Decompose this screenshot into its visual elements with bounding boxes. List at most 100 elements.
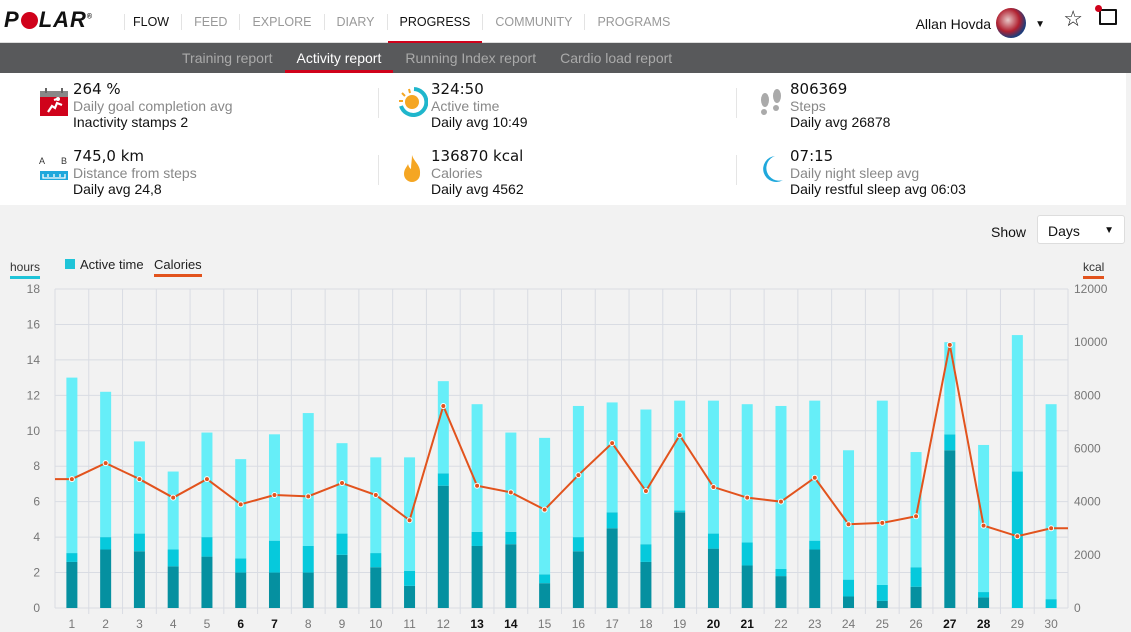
nav-programs[interactable]: PROGRAMS (584, 13, 682, 30)
x-tick-label: 29 (1011, 617, 1025, 631)
calories-line (55, 344, 1068, 538)
message-icon[interactable] (1095, 5, 1117, 25)
stat-steps: 806369 Steps Daily avg 26878 (755, 80, 1085, 136)
nav-diary[interactable]: DIARY (323, 13, 387, 30)
x-tick-label: 15 (538, 617, 552, 631)
tab-running-index-report[interactable]: Running Index report (405, 50, 537, 66)
calories-point (642, 488, 649, 495)
star-icon[interactable]: ☆ (1063, 6, 1083, 31)
x-tick-label: 7 (271, 617, 278, 631)
legend-calories[interactable]: Calories (154, 257, 202, 277)
bar-segment (437, 381, 449, 474)
y-tick-label-right: 12000 (1074, 282, 1108, 296)
bar-segment (978, 444, 990, 593)
calories-point (609, 440, 616, 447)
top-bar: P LAR® FLOW FEED EXPLORE DIARY PROGRESS C… (0, 0, 1131, 44)
x-tick-label: 20 (707, 617, 721, 631)
bar-segment (404, 457, 416, 571)
bar-segment (843, 579, 855, 597)
bar-segment (910, 452, 922, 568)
flame-icon (404, 155, 421, 182)
nav-feed[interactable]: FEED (181, 13, 239, 30)
calories-point (980, 522, 987, 529)
sub-nav: Training report Activity report Running … (0, 43, 1131, 73)
bar-segment (741, 542, 753, 566)
bar-segment (674, 512, 686, 608)
bar-segment (775, 576, 787, 608)
x-tick-label: 2 (102, 617, 109, 631)
nav-explore[interactable]: EXPLORE (239, 13, 323, 30)
moon-icon (763, 156, 783, 182)
bar-segment (910, 586, 922, 608)
bar-segment (133, 441, 145, 534)
bar-segment (370, 567, 382, 608)
calories-point (777, 498, 784, 505)
y-tick-label-left: 6 (33, 495, 40, 509)
y-tick-label-left: 12 (27, 388, 41, 402)
bar-segment (201, 432, 213, 538)
calories-point (271, 492, 278, 499)
user-menu[interactable]: Allan Hovda ▼ (916, 8, 1045, 38)
x-tick-label: 21 (741, 617, 755, 631)
calories-point (406, 517, 413, 524)
nav-progress[interactable]: PROGRESS (386, 13, 483, 44)
bar-segment (133, 551, 145, 608)
chevron-down-icon: ▼ (1035, 18, 1045, 30)
legend-active-time[interactable]: Active time (65, 257, 144, 272)
bar-segment (336, 533, 348, 555)
bar-segment (235, 572, 247, 608)
bar-segment (201, 556, 213, 608)
tab-activity-report[interactable]: Activity report (284, 43, 394, 73)
bar-segment (370, 457, 382, 554)
nav-flow[interactable]: FLOW (124, 13, 181, 30)
bar-segment (1045, 404, 1057, 600)
nav-community[interactable]: COMMUNITY (482, 13, 584, 30)
x-tick-label: 24 (842, 617, 856, 631)
x-tick-label: 19 (673, 617, 687, 631)
bar-segment (336, 443, 348, 534)
tab-training-report[interactable]: Training report (182, 50, 273, 66)
calories-point (879, 519, 886, 526)
bar-segment (606, 402, 618, 513)
bar-segment (1011, 335, 1023, 472)
y-tick-label-left: 14 (27, 353, 41, 367)
bar-segment (268, 540, 280, 573)
y-tick-label-left: 2 (33, 566, 40, 580)
calories-point (676, 432, 683, 439)
chevron-down-icon: ▼ (1104, 225, 1114, 236)
x-tick-label: 17 (605, 617, 619, 631)
tab-cardio-load-report[interactable]: Cardio load report (560, 50, 673, 66)
bar-segment (775, 405, 787, 570)
bar-segment (640, 544, 652, 562)
bar-segment (1011, 471, 1023, 608)
bar-segment (370, 553, 382, 568)
bar-segment (100, 549, 112, 608)
y-tick-label-left: 0 (33, 601, 40, 615)
calories-point (1048, 525, 1055, 532)
bar-segment (336, 554, 348, 608)
y-tick-label-left: 18 (27, 282, 41, 296)
bar-segment (268, 434, 280, 541)
bar-segment (201, 537, 213, 557)
bar-segment (843, 596, 855, 608)
x-tick-label: 26 (909, 617, 923, 631)
y-tick-label-right: 8000 (1074, 388, 1101, 402)
x-tick-label: 14 (504, 617, 518, 631)
x-tick-label: 10 (369, 617, 383, 631)
bar-segment (235, 459, 247, 559)
bar-segment (809, 400, 821, 541)
calories-point (811, 474, 818, 481)
x-tick-label: 18 (639, 617, 653, 631)
bar-segment (843, 450, 855, 580)
period-select[interactable]: Days ▼ (1037, 215, 1125, 244)
calories-point (102, 460, 109, 467)
x-tick-label: 5 (204, 617, 211, 631)
divider (378, 88, 379, 118)
bar-segment (505, 544, 517, 608)
bar-segment (167, 566, 179, 608)
bar-segment (572, 537, 584, 552)
polar-logo[interactable]: P LAR® (4, 7, 94, 32)
bar-segment (404, 570, 416, 586)
calories-point (339, 480, 346, 487)
